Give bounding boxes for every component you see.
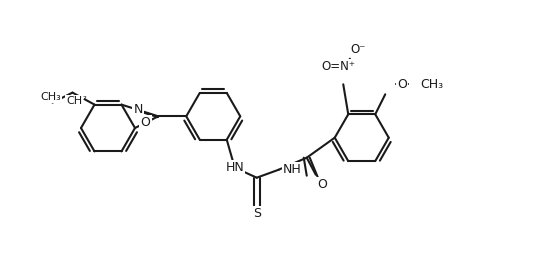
- Text: ₂: ₂: [82, 92, 86, 102]
- Text: O: O: [140, 116, 150, 129]
- Text: CH₃: CH₃: [420, 78, 443, 91]
- Text: O⁻: O⁻: [351, 43, 366, 56]
- Text: NH: NH: [283, 163, 301, 176]
- Text: S: S: [253, 207, 261, 220]
- Text: O=N⁺: O=N⁺: [321, 60, 355, 73]
- Text: N: N: [133, 103, 143, 116]
- Text: O: O: [397, 78, 407, 91]
- Text: CH: CH: [67, 96, 82, 106]
- Text: HN: HN: [225, 161, 244, 174]
- Text: CH₃: CH₃: [40, 92, 61, 102]
- Text: O: O: [317, 178, 327, 191]
